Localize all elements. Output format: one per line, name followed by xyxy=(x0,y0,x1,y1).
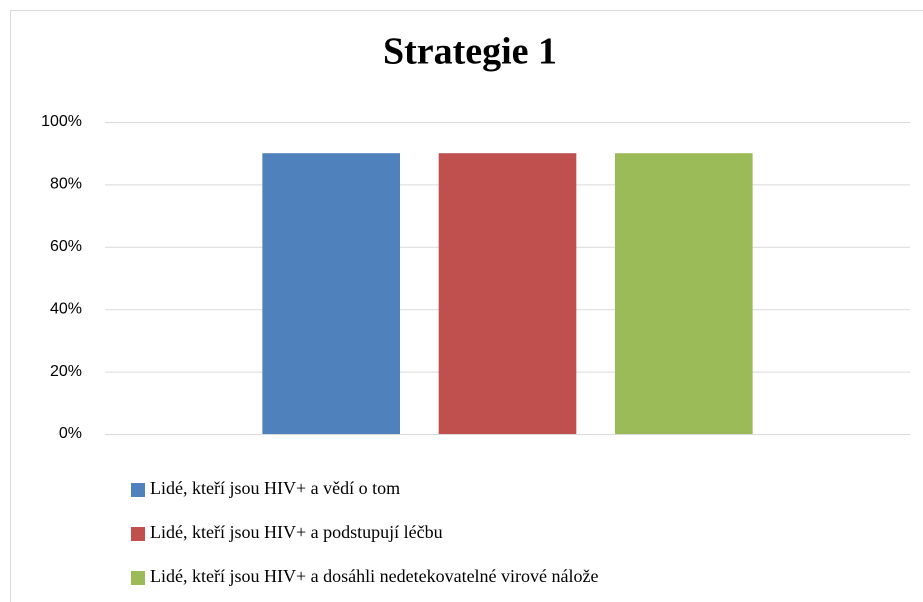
legend-swatch xyxy=(131,571,145,585)
legend-swatch xyxy=(131,483,145,497)
legend-label: Lidé, kteří jsou HIV+ a podstupují léčbu xyxy=(150,522,443,542)
y-tick-label: 0% xyxy=(59,425,82,442)
chart-title: Strategie 1 xyxy=(383,31,557,73)
legend-swatch xyxy=(131,527,145,541)
legend-label: Lidé, kteří jsou HIV+ a vědí o tom xyxy=(150,478,400,498)
y-tick-label: 40% xyxy=(50,300,82,317)
y-tick-label: 100% xyxy=(41,113,82,130)
y-tick-label: 80% xyxy=(50,176,82,193)
y-tick-label: 60% xyxy=(50,238,82,255)
bar xyxy=(438,153,577,434)
bar xyxy=(614,153,753,434)
legend-label: Lidé, kteří jsou HIV+ a dosáhli nedeteko… xyxy=(150,566,599,586)
y-tick-label: 20% xyxy=(50,363,82,380)
bar xyxy=(262,153,401,434)
